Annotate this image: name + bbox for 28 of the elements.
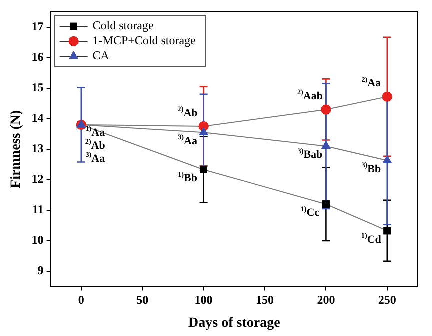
x-tick-label: 250 [378, 293, 396, 308]
y-tick-label: 9 [38, 264, 44, 278]
point [322, 200, 330, 208]
y-tick-label: 16 [32, 50, 44, 64]
y-tick-label: 11 [32, 202, 44, 217]
x-tick-label: 150 [256, 293, 274, 308]
x-tick-label: 200 [317, 293, 336, 308]
y-axis-title: Firmness (N) [9, 110, 24, 188]
y-tick-label: 17 [32, 19, 44, 34]
point [200, 166, 208, 174]
point [383, 156, 392, 164]
y-tick-label: 13 [32, 141, 44, 156]
x-tick-label: 100 [194, 293, 213, 308]
x-tick-label: 50 [136, 293, 149, 308]
x-tick-label: 0 [78, 293, 84, 308]
legend-label: Cold storage [92, 18, 154, 33]
point [199, 128, 208, 136]
y-tick-label: 12 [32, 172, 44, 186]
point [322, 141, 331, 150]
point [382, 92, 392, 102]
y-tick-label: 14 [32, 110, 44, 125]
y-tick-label: 10 [32, 233, 44, 248]
x-axis-title: Days of storage [188, 316, 280, 332]
point [384, 227, 392, 235]
y-tick-label: 15 [32, 80, 44, 94]
legend-label: 1-MCP+Cold storage [92, 34, 196, 48]
legend-label: CA [92, 48, 110, 63]
point [321, 104, 332, 115]
